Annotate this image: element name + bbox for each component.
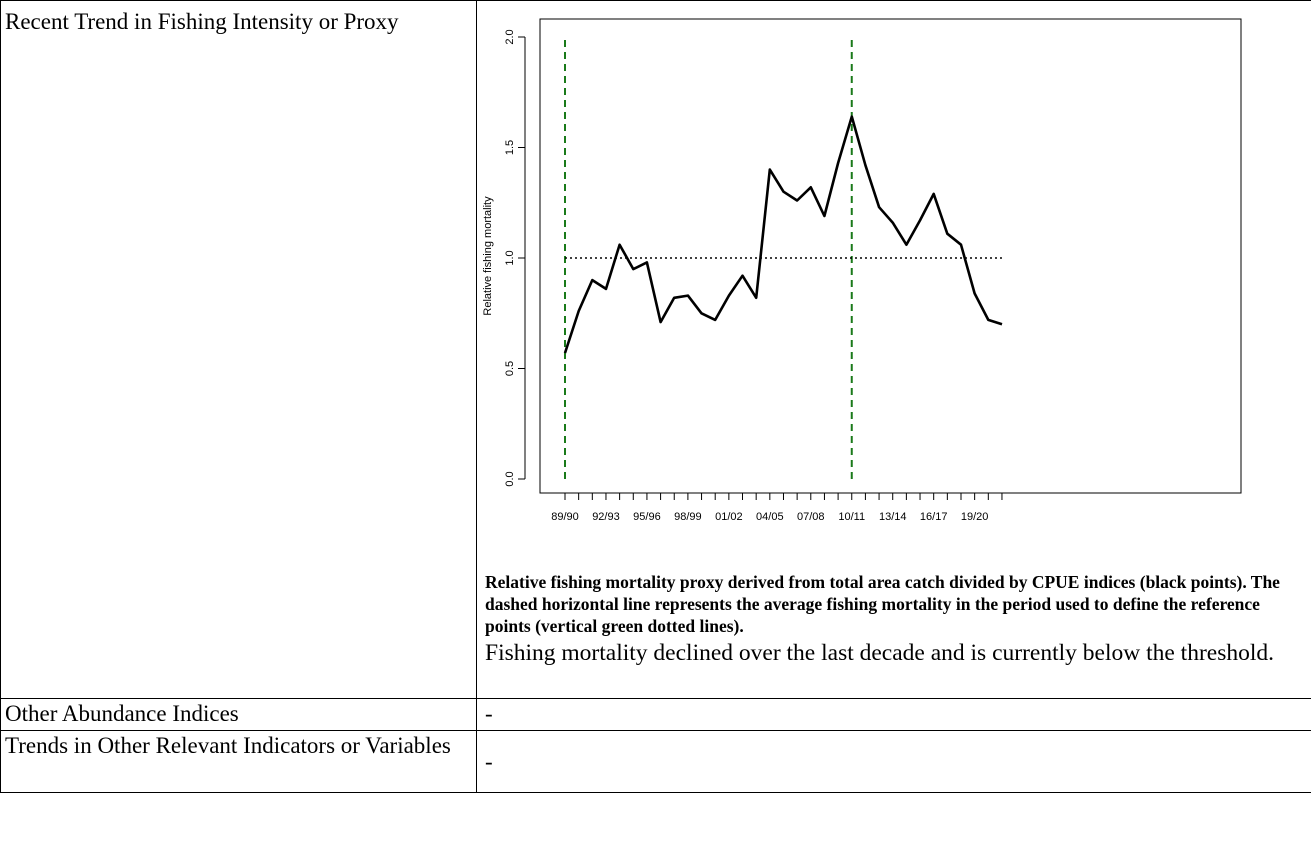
y-tick-label: 1.0 (504, 250, 516, 265)
y-tick-label: 2.0 (504, 29, 516, 44)
x-tick-label: 16/17 (920, 511, 948, 523)
y-tick-label: 1.5 (504, 140, 516, 155)
x-tick-label: 98/99 (674, 511, 702, 523)
x-tick-label: 89/90 (551, 511, 579, 523)
plot-frame (539, 18, 1242, 494)
fishing-mortality-chart: 0.0 0.5 1.0 1.5 2.0 Relative fishing mortalit… (482, 18, 1242, 523)
table-row: Other Abundance Indices - (0, 698, 1311, 731)
y-tick-label: 0.5 (504, 361, 516, 376)
fishing-intensity-cell: 0.0 0.5 1.0 1.5 2.0 Relative fishing mortalit… (476, 0, 1311, 699)
x-tick-label: 92/93 (592, 511, 620, 523)
fishing-mortality-series-line (563, 115, 1003, 354)
x-tick-label: 95/96 (633, 511, 661, 523)
y-tick-label: 0.0 (504, 471, 516, 486)
y-axis-label: Relative fishing mortality (482, 196, 494, 316)
assessment-table: Recent Trend in Fishing Intensity or Pro… (0, 0, 1311, 793)
x-tick-label: 04/05 (756, 511, 784, 523)
x-tick-label: 01/02 (715, 511, 743, 523)
row-label-other-indicators: Trends in Other Relevant Indicators or V… (0, 730, 477, 793)
row-label-other-abundance: Other Abundance Indices (0, 698, 477, 731)
x-tick-label: 07/08 (797, 511, 825, 523)
table-row: Recent Trend in Fishing Intensity or Pro… (0, 0, 1311, 699)
x-tick-label: 19/20 (961, 511, 989, 523)
figure-caption: Relative fishing mortality proxy derived… (485, 572, 1280, 636)
table-row: Trends in Other Relevant Indicators or V… (0, 730, 1311, 793)
other-abundance-value: - (476, 698, 1311, 731)
x-tick-label: 10/11 (838, 511, 865, 523)
other-indicators-value: - (476, 730, 1311, 793)
row-label-fishing-intensity: Recent Trend in Fishing Intensity or Pro… (0, 0, 477, 699)
trend-finding: Fishing mortality declined over the last… (485, 640, 1274, 666)
x-tick-label: 13/14 (879, 511, 907, 523)
